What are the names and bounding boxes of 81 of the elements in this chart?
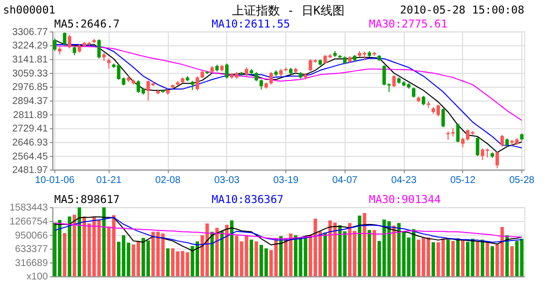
y-tick-label: 2976.85 — [12, 82, 48, 94]
text: sh000001 — [2, 4, 56, 17]
text: MA10:836367 — [212, 193, 284, 206]
bar — [372, 230, 376, 276]
y-tick-label: 1266754 — [9, 216, 48, 228]
bar — [456, 238, 460, 276]
candlestick — [72, 45, 76, 56]
bar — [490, 246, 494, 276]
bar — [220, 230, 224, 276]
text: 2010-05-28 15:00:08 — [400, 4, 524, 17]
bar — [230, 220, 234, 276]
x-tick-label: 10-01-06 — [35, 174, 76, 186]
line-series — [54, 222, 522, 240]
candlestick — [476, 136, 480, 157]
x-tick-label: 04-07 — [332, 174, 358, 186]
y-tick-label: 2894.37 — [12, 96, 48, 107]
y-tick-label: 3224.29 — [12, 40, 48, 52]
bar — [432, 242, 436, 276]
y-tick-label: 2481.97 — [12, 165, 48, 176]
line-series — [54, 216, 522, 246]
bar — [476, 242, 480, 276]
bar — [78, 207, 82, 276]
y-tick-label: 316689 — [14, 258, 48, 269]
x-tick-label: 03-19 — [273, 174, 299, 186]
bar — [225, 224, 229, 276]
bar — [446, 240, 450, 276]
candlestick — [269, 71, 273, 86]
candlestick — [496, 151, 499, 169]
bar — [486, 242, 490, 276]
bar — [279, 236, 283, 276]
y-tick-label: 2564.45 — [12, 151, 48, 162]
bar — [72, 214, 76, 276]
candlestick — [225, 63, 229, 80]
bar — [210, 232, 214, 276]
y-tick-label: 2646.93 — [12, 137, 48, 148]
candlestick — [456, 122, 460, 143]
candlestick — [62, 32, 66, 46]
series-label: MA5:898617 — [54, 193, 120, 206]
x-tick-label: 04-23 — [391, 174, 417, 186]
bar — [358, 216, 362, 276]
y-tick-label: 2729.41 — [12, 124, 48, 135]
y-tick-label: 633377 — [14, 244, 48, 256]
line-series — [54, 216, 522, 252]
bar — [68, 216, 72, 276]
candlestick — [68, 34, 72, 49]
candlestick — [412, 87, 416, 98]
candlestick — [260, 78, 263, 90]
series-label: MA5:2646.7 — [54, 17, 120, 30]
text: MA30:2775.61 — [368, 17, 448, 30]
x-tick-label: 05-28 — [509, 174, 535, 186]
x-tick-label: 05-12 — [450, 174, 476, 186]
y-tick-label: x100 — [26, 272, 48, 283]
candlestick — [500, 134, 504, 148]
x-tick-label: 03-03 — [214, 174, 240, 186]
candlestick — [196, 76, 200, 91]
y-tick-label: 3306.77 — [12, 26, 48, 38]
x-tick-label: 02-08 — [155, 174, 181, 186]
candlestick — [107, 58, 111, 70]
bar — [102, 207, 106, 276]
bar — [323, 232, 327, 276]
bar — [368, 230, 372, 276]
bar — [461, 240, 465, 276]
text: MA30:901344 — [368, 193, 442, 206]
y-tick-label: 1583443 — [9, 202, 48, 214]
candlestick — [441, 108, 445, 128]
y-tick-label: 3141.81 — [12, 54, 48, 66]
bar — [505, 235, 509, 276]
y-tick-label: 2811.89 — [12, 110, 48, 121]
bar — [250, 240, 254, 276]
y-tick-label: 3059.33 — [12, 68, 48, 80]
candlestick — [53, 38, 57, 52]
bar — [166, 248, 170, 276]
chart-title: 上证指数 - 日K线图 — [232, 4, 345, 18]
text: MA10:2611.55 — [212, 17, 290, 30]
bar — [254, 241, 258, 276]
candlestick — [97, 38, 101, 60]
bar — [62, 233, 66, 276]
candlestick — [254, 71, 258, 82]
candlestick — [190, 80, 194, 90]
x-tick-label: 01-21 — [96, 174, 122, 186]
y-tick-label: 950066 — [14, 230, 48, 242]
